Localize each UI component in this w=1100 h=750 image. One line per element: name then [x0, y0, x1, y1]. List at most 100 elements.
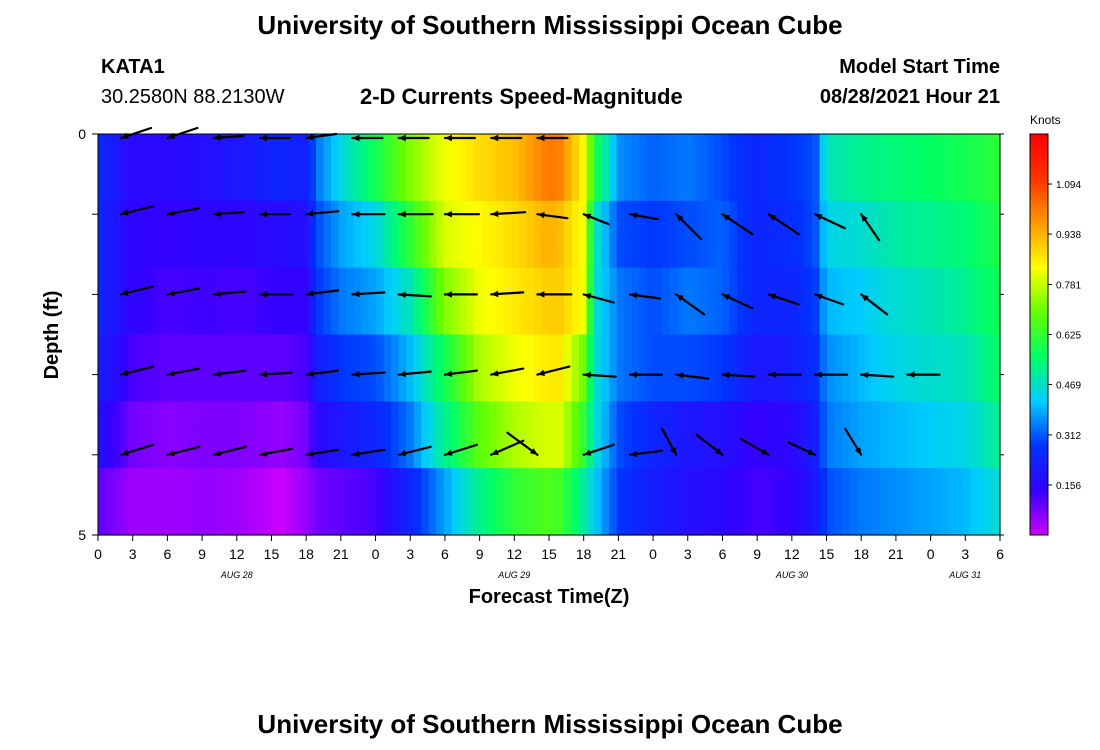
footer-title: University of Southern Mississippi Ocean…: [257, 709, 843, 739]
heatmap-cell: [984, 134, 994, 202]
current-vectors: [119, 126, 941, 458]
heatmap-cell: [984, 334, 994, 402]
heatmap-cell: [406, 468, 415, 536]
heatmap-cell: [248, 401, 257, 469]
heatmap-cell: [812, 468, 821, 536]
heatmap-cell: [631, 468, 640, 536]
heatmap-cell: [331, 134, 340, 202]
heatmap-cell: [443, 200, 452, 269]
heatmap-cell: [932, 334, 941, 402]
heatmap-cell: [300, 334, 310, 402]
heatmap-cell: [270, 334, 279, 402]
heatmap-cell: [473, 334, 482, 402]
heatmap-cell: [383, 267, 392, 336]
heatmap-cell: [406, 401, 415, 469]
current-arrow: [582, 293, 615, 304]
x-tick-label: 12: [229, 546, 245, 562]
heatmap-cell: [458, 267, 467, 336]
heatmap-cell: [774, 401, 783, 469]
heatmap-cell: [579, 134, 588, 202]
heatmap-cell: [255, 334, 264, 402]
heatmap-cell: [812, 134, 821, 202]
heatmap-cell: [391, 267, 400, 336]
heatmap-cell: [398, 200, 407, 269]
heatmap-cell: [173, 468, 182, 536]
heatmap-cell: [406, 134, 415, 202]
heatmap-cell: [759, 267, 768, 336]
heatmap-cell: [676, 134, 685, 202]
heatmap-cell: [443, 401, 452, 469]
heatmap-cell: [782, 267, 791, 336]
heatmap-cell: [158, 334, 167, 402]
heatmap-cell: [616, 267, 625, 336]
heatmap-cell: [992, 334, 1001, 402]
heatmap-cell: [797, 468, 806, 536]
heatmap-cell: [285, 267, 295, 336]
heatmap-cell: [248, 334, 257, 402]
heatmap-cell: [173, 334, 182, 402]
y-tick-label: 5: [78, 527, 86, 543]
heatmap-cell: [526, 401, 535, 469]
heatmap-cell: [293, 468, 302, 536]
heatmap-cell: [233, 267, 242, 336]
heatmap-cell: [511, 401, 520, 469]
heatmap-cell: [180, 134, 189, 202]
heatmap-cell: [105, 401, 114, 469]
colorbar: 0.156 0.312 0.469 0.625 0.781 0.938 1.094: [1029, 133, 1081, 536]
heatmap-cell: [609, 401, 618, 469]
heatmap-cell: [496, 468, 505, 536]
heatmap-cell: [338, 134, 347, 202]
x-tick-label: 9: [198, 546, 206, 562]
current-arrow: [536, 365, 571, 376]
current-arrow: [212, 445, 247, 457]
heatmap-cell: [766, 200, 776, 269]
heatmap-cell: [887, 267, 896, 336]
heatmap-cell: [834, 267, 843, 336]
heatmap-cell: [368, 200, 377, 269]
heatmap-cell: [571, 134, 580, 202]
current-arrow: [397, 370, 432, 378]
heatmap-cell: [533, 134, 543, 202]
heatmap-cell: [98, 401, 107, 469]
heatmap-cell: [173, 200, 182, 269]
heatmap-cell: [526, 468, 535, 536]
heatmap-cell: [594, 468, 603, 536]
heatmap-cell: [323, 134, 332, 202]
heatmap-cell: [308, 134, 317, 202]
heatmap-cell: [894, 267, 903, 336]
heatmap-cell: [428, 200, 437, 269]
heatmap-cell: [751, 200, 761, 269]
heatmap-cell: [285, 334, 295, 402]
heatmap-cell: [511, 134, 520, 202]
heatmap-cell: [782, 334, 791, 402]
heatmap-cell: [488, 468, 497, 536]
heatmap-cell: [782, 200, 791, 269]
heatmap-cell: [609, 134, 618, 202]
heatmap-cell: [932, 134, 941, 202]
heatmap-cell: [872, 267, 881, 336]
heatmap-cell: [218, 134, 227, 202]
heatmap-cell: [436, 134, 445, 202]
heatmap-cell: [954, 134, 964, 202]
heatmap-cell: [488, 267, 497, 336]
x-tick-label: 18: [298, 546, 314, 562]
heatmap-cell: [669, 134, 678, 202]
heatmap-cell: [210, 200, 219, 269]
heatmap-cell: [233, 334, 242, 402]
heatmap-cell: [458, 200, 467, 269]
heatmap-cell: [526, 134, 535, 202]
heatmap-cell: [872, 334, 881, 402]
heatmap-cell: [533, 468, 543, 536]
heatmap-cell: [458, 468, 467, 536]
heatmap-cell: [406, 267, 415, 336]
heatmap-cell: [98, 267, 107, 336]
heatmap-cell: [789, 200, 798, 269]
current-arrow: [490, 210, 527, 217]
x-tick-label: 9: [476, 546, 484, 562]
current-arrow: [443, 291, 478, 298]
heatmap-cell: [624, 200, 633, 269]
current-arrow: [739, 437, 770, 456]
current-arrow: [119, 285, 155, 296]
heatmap-cell: [391, 334, 400, 402]
x-tick-label: 6: [996, 546, 1004, 562]
